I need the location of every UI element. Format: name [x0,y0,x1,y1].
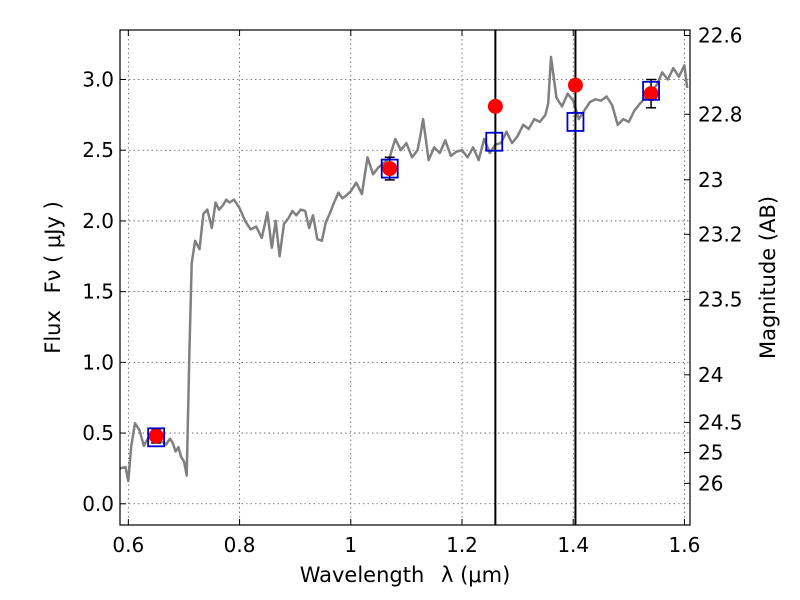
magnitude-tick-label: 26 [698,471,723,495]
x-tick-label: 1.2 [446,533,478,557]
observed-point [643,86,659,102]
error-bars [151,78,657,444]
observed-point [567,77,583,93]
x-axis-title-text: Wavelength [300,563,425,587]
magnitude-tick-label: 25 [698,440,723,464]
model-point [566,112,585,132]
y-axis-title: Flux Fν ( μJy ) [41,201,65,354]
magnitude-tick-label: 24.5 [698,410,743,434]
model-point [642,80,660,101]
model-point [485,131,504,152]
spectrum-line [119,55,689,483]
y-tick-label: 1.0 [82,350,114,374]
y-tick-label: 2.0 [82,209,114,233]
model-points [147,80,660,448]
magnitude-tick-label: 22.8 [698,102,743,126]
axis-ticks [120,30,690,525]
grid-lines [120,30,690,525]
x-tick-label: 1.4 [557,533,589,557]
magnitude-tick-label: 23.2 [698,222,743,246]
x-tick-label: 0.6 [112,533,144,557]
x-tick-label: 1 [344,533,357,557]
magnitude-axis-title: Magnitude (AB) [756,196,780,359]
y-axis-title-text: Flux [41,310,65,354]
observed-point [487,98,503,114]
y-tick-label: 2.5 [82,138,114,162]
model-point [147,427,166,448]
plot-frame [119,29,691,526]
x-axis-title: Wavelength λ (μm) [300,563,511,587]
y-axis-unit-text: Fν ( μJy ) [41,201,65,293]
y-tick-label: 3.0 [82,68,114,92]
y-tick-label: 0.5 [82,421,114,445]
y-tick-label: 0.0 [82,492,114,516]
observed-points [148,77,659,444]
model-point [380,158,399,179]
x-tick-label: 0.8 [224,533,256,557]
x-axis-unit-text: λ (μm) [441,563,510,587]
observed-point [382,161,398,177]
magnitude-tick-label: 23.5 [698,287,743,311]
magnitude-tick-label: 22.6 [698,23,743,47]
magnitude-tick-label: 24 [698,363,723,387]
y-tick-label: 1.5 [82,280,114,304]
observed-point [148,428,164,444]
spectrum-series [119,55,689,483]
x-tick-label: 1.6 [669,533,701,557]
magnitude-tick-label: 23 [698,168,723,192]
